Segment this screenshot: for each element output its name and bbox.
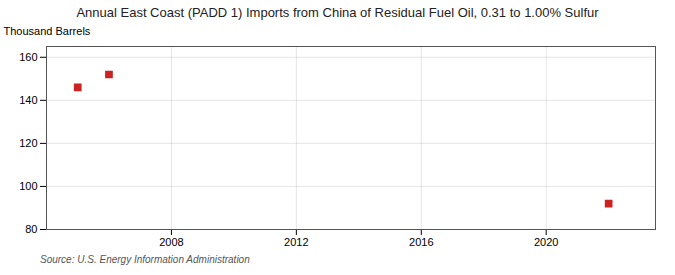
html-text:Source: U.S. Energy Informatio: Source: U.S. Energy Information Administ…: [40, 254, 250, 265]
svg-text:80: 80: [25, 223, 37, 235]
svg-text:120: 120: [19, 137, 37, 149]
svg-text:2020: 2020: [534, 236, 558, 248]
svg-text:Thousand Barrels: Thousand Barrels: [4, 25, 91, 37]
svg-text:2012: 2012: [284, 236, 308, 248]
svg-text:2016: 2016: [409, 236, 433, 248]
html-text:Annual East Coast (PADD 1) Imp: Annual East Coast (PADD 1) Imports from …: [76, 5, 599, 20]
svg-text:140: 140: [19, 94, 37, 106]
svg-text:100: 100: [19, 180, 37, 192]
svg-text:160: 160: [19, 51, 37, 63]
svg-text:2008: 2008: [159, 236, 183, 248]
